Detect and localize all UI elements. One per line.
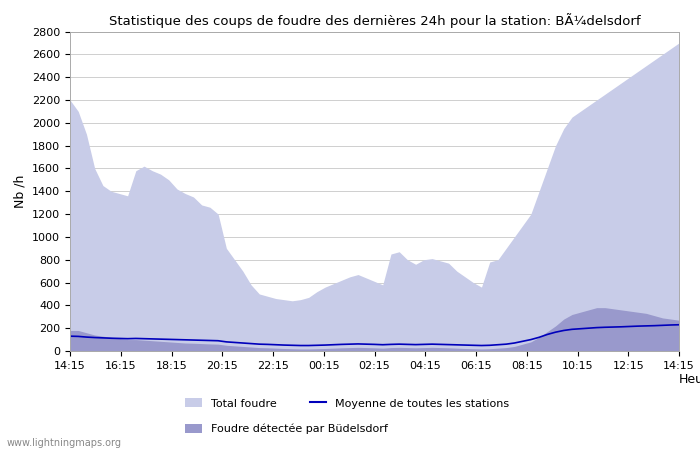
Title: Statistique des coups de foudre des dernières 24h pour la station: BÃ¼delsdorf: Statistique des coups de foudre des dern… bbox=[108, 13, 640, 27]
Legend: Foudre détectée par Büdelsdorf: Foudre détectée par Büdelsdorf bbox=[186, 423, 388, 434]
Y-axis label: Nb /h: Nb /h bbox=[13, 175, 27, 208]
Text: Heure: Heure bbox=[679, 374, 700, 387]
Text: www.lightningmaps.org: www.lightningmaps.org bbox=[7, 438, 122, 448]
